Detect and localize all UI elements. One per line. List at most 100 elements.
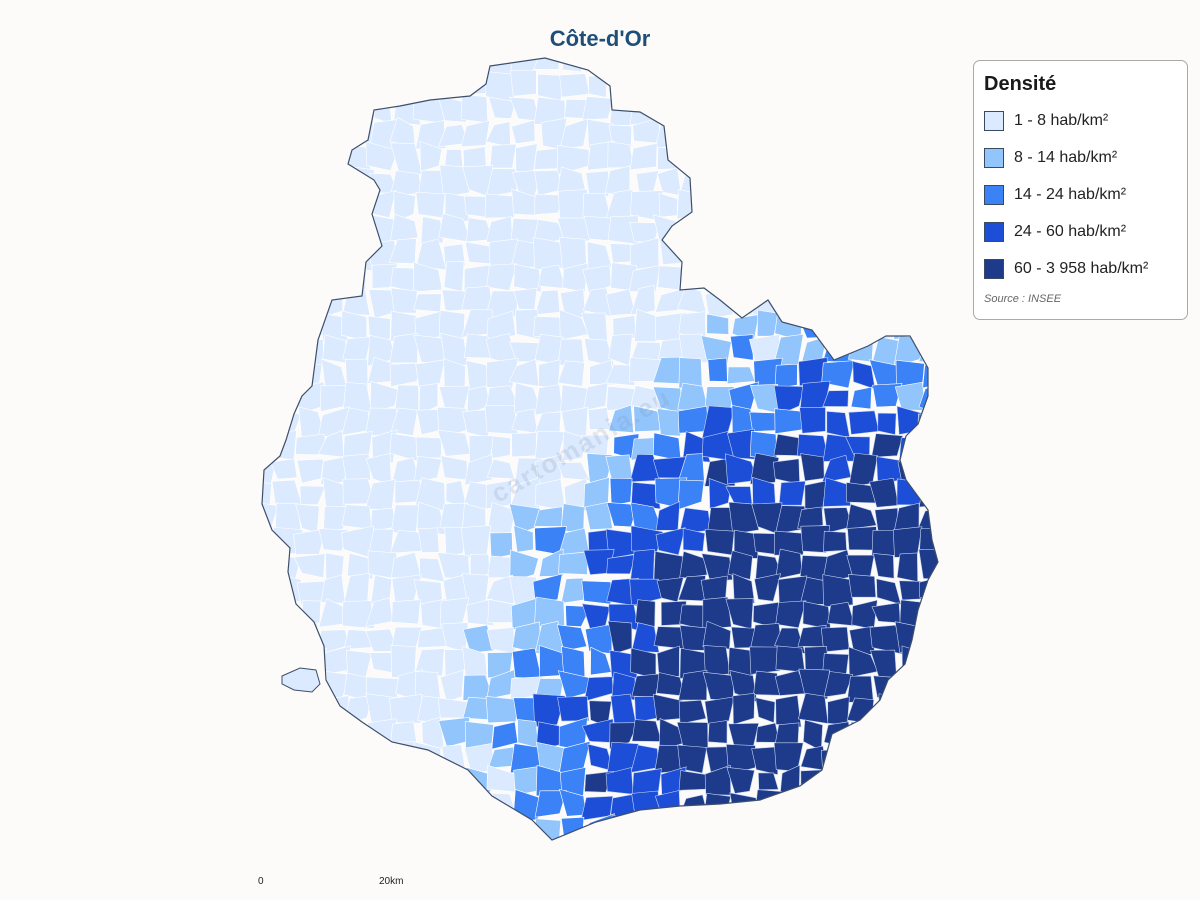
commune-polygon xyxy=(850,744,878,774)
commune-polygon xyxy=(271,166,296,196)
commune-polygon xyxy=(821,96,855,127)
commune-polygon xyxy=(822,390,849,407)
commune-polygon xyxy=(678,699,707,725)
commune-polygon xyxy=(439,58,471,78)
commune-polygon xyxy=(703,792,732,820)
commune-polygon xyxy=(678,263,710,289)
commune-polygon xyxy=(486,263,518,291)
commune-polygon xyxy=(390,287,418,314)
commune-polygon xyxy=(485,695,519,724)
commune-polygon xyxy=(701,68,736,100)
commune-polygon xyxy=(415,436,442,459)
commune-polygon xyxy=(485,574,515,605)
commune-polygon xyxy=(262,481,272,506)
commune-polygon xyxy=(511,188,541,216)
commune-polygon xyxy=(606,554,637,575)
commune-polygon xyxy=(608,404,634,433)
commune-polygon xyxy=(726,744,756,775)
commune-polygon xyxy=(850,196,880,222)
commune-polygon xyxy=(319,792,347,822)
commune-polygon xyxy=(268,333,301,367)
commune-polygon xyxy=(942,71,967,95)
commune-polygon xyxy=(262,435,277,461)
commune-polygon xyxy=(439,669,465,703)
commune-polygon xyxy=(701,553,733,582)
legend-swatch xyxy=(984,110,1004,131)
commune-polygon xyxy=(801,146,827,171)
commune-polygon xyxy=(919,765,938,799)
commune-polygon xyxy=(732,192,757,223)
commune-polygon xyxy=(844,121,877,150)
commune-polygon xyxy=(943,765,971,798)
commune-polygon xyxy=(391,795,414,823)
commune-polygon xyxy=(342,241,374,272)
commune-polygon xyxy=(272,69,299,102)
commune-polygon xyxy=(942,316,973,339)
commune-polygon xyxy=(705,838,730,840)
commune-polygon xyxy=(270,572,302,602)
legend-label: 60 - 3 958 hab/km² xyxy=(1014,259,1149,277)
commune-polygon xyxy=(702,671,735,702)
commune-polygon xyxy=(892,141,928,171)
commune-polygon xyxy=(846,503,877,530)
commune-polygon xyxy=(749,452,780,485)
commune-polygon xyxy=(605,386,637,411)
commune-polygon xyxy=(262,116,273,150)
commune-polygon xyxy=(683,816,711,840)
commune-polygon xyxy=(917,265,938,293)
commune-polygon xyxy=(317,645,351,676)
commune-polygon xyxy=(824,816,855,840)
commune-polygon xyxy=(749,167,783,199)
commune-polygon xyxy=(342,789,375,818)
commune-polygon xyxy=(775,600,807,629)
commune-polygon xyxy=(676,120,712,145)
commune-polygon xyxy=(749,646,783,675)
commune-polygon xyxy=(318,772,351,793)
commune-polygon xyxy=(822,213,855,243)
legend-title: Densité xyxy=(984,73,1057,95)
commune-polygon xyxy=(772,458,801,485)
commune-polygon xyxy=(898,815,922,840)
commune-polygon xyxy=(942,794,973,815)
commune-polygon xyxy=(755,697,776,724)
commune-polygon xyxy=(292,837,322,840)
commune-polygon xyxy=(752,841,776,869)
commune-polygon xyxy=(319,191,347,222)
commune-polygon xyxy=(678,669,708,701)
commune-polygon xyxy=(439,164,471,198)
commune-polygon xyxy=(942,501,971,533)
commune-polygon xyxy=(438,213,472,243)
commune-polygon xyxy=(559,117,589,151)
commune-polygon xyxy=(896,552,918,582)
commune-polygon xyxy=(944,405,973,439)
commune-polygon xyxy=(872,261,900,292)
commune-polygon xyxy=(870,649,897,678)
commune-polygon xyxy=(725,486,753,505)
communes-layer xyxy=(262,58,973,869)
commune-polygon xyxy=(633,405,663,433)
commune-polygon xyxy=(918,549,938,580)
commune-polygon xyxy=(893,263,926,293)
commune-polygon xyxy=(413,334,445,365)
commune-polygon xyxy=(460,93,489,124)
commune-polygon xyxy=(629,94,662,126)
commune-polygon xyxy=(944,649,972,677)
commune-polygon xyxy=(821,143,851,175)
commune-polygon xyxy=(775,645,806,673)
commune-polygon xyxy=(462,409,490,438)
commune-polygon xyxy=(537,264,567,289)
commune-polygon xyxy=(484,193,518,219)
commune-polygon xyxy=(892,120,924,150)
commune-polygon xyxy=(295,620,323,656)
commune-polygon xyxy=(468,788,496,815)
commune-polygon xyxy=(444,149,464,168)
commune-polygon xyxy=(413,814,448,840)
commune-polygon xyxy=(732,692,755,725)
commune-polygon xyxy=(366,190,397,219)
commune-polygon xyxy=(419,140,443,173)
legend-item: 60 - 3 958 hab/km² xyxy=(984,250,1177,287)
commune-polygon xyxy=(465,839,493,840)
commune-polygon xyxy=(682,528,706,552)
commune-polygon xyxy=(726,167,758,194)
